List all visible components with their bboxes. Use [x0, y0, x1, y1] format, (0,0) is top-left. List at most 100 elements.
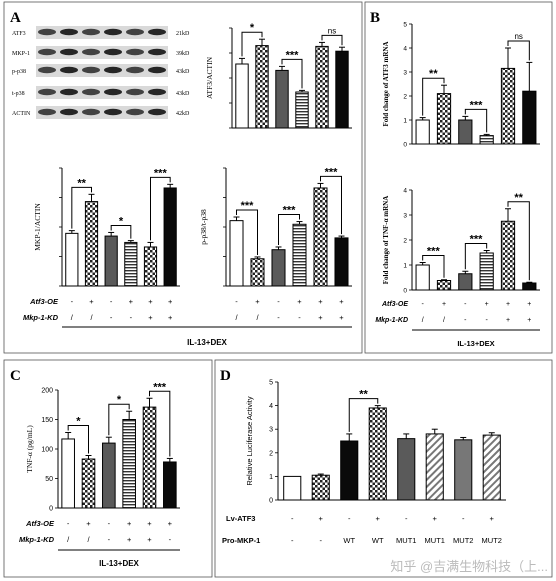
y-tick-label: 1 — [403, 263, 407, 270]
condition-row-label: Atf3-OE — [381, 301, 408, 308]
condition-mark: MUT1 — [425, 536, 445, 545]
significance-bracket — [150, 176, 171, 241]
bar — [65, 232, 79, 287]
blot-band — [126, 48, 144, 56]
blot-band — [82, 88, 100, 96]
bar — [415, 264, 430, 291]
treatment-label: IL-13+DEX — [99, 559, 139, 568]
bar — [143, 246, 158, 287]
y-tick-label: 200 — [41, 388, 53, 395]
condition-mark: + — [297, 297, 302, 306]
significance-label: * — [76, 415, 81, 427]
y-tick-label: 2 — [403, 94, 407, 101]
significance-label: * — [119, 215, 124, 227]
bar — [275, 69, 289, 129]
bar — [458, 119, 473, 145]
condition-mark: - — [277, 313, 280, 322]
significance-label: ns — [514, 32, 522, 41]
condition-mark: - — [130, 313, 133, 322]
panel-d-border — [214, 359, 553, 578]
y-tick-label: 0 — [403, 288, 407, 295]
condition-mark: - — [277, 297, 280, 306]
significance-bracket — [464, 108, 488, 133]
treatment-label: IL-13+DEX — [457, 339, 494, 348]
watermark: 知乎 @吉满生物科技（上... — [390, 559, 548, 574]
blot-label: ACTIN — [12, 111, 31, 117]
blot-band — [148, 28, 166, 36]
condition-mark: - — [110, 313, 113, 322]
significance-bracket — [71, 186, 92, 229]
y-tick-label: 100 — [41, 447, 53, 454]
condition-mark: MUT2 — [453, 536, 473, 545]
bar — [229, 220, 244, 287]
blot-label: p-p38 — [12, 69, 26, 75]
panel-b-letter: B — [370, 10, 380, 26]
significance-label: *** — [470, 99, 484, 111]
chart-luciferase: 0 1 2 3 4 5 Relative Luciferase Activity ** — [245, 380, 506, 505]
blot-band — [104, 28, 122, 36]
condition-row-label: Lv-ATF3 — [226, 514, 255, 523]
significance-bracket — [278, 214, 300, 245]
conditions-panel-d: Lv-ATF3 - + - + - + - + Pro-MKP-1 - - WT WT MUT1 MUT1 MU… — [222, 514, 502, 545]
bar — [122, 419, 136, 509]
significance-label: *** — [154, 167, 168, 179]
condition-mark: - — [464, 317, 467, 324]
condition-mark: + — [339, 313, 344, 322]
blot-band — [148, 48, 166, 56]
blot-band — [148, 108, 166, 116]
significance-bracket — [67, 424, 89, 454]
blot-band — [82, 108, 100, 116]
bar — [415, 119, 430, 145]
significance-label: ** — [77, 177, 86, 189]
bar — [255, 45, 269, 129]
blot-band — [82, 28, 100, 36]
blot-band — [148, 66, 166, 74]
blot-band — [104, 108, 122, 116]
blot-label: t-p38 — [12, 91, 25, 97]
condition-mark: + — [168, 519, 173, 528]
bar — [500, 67, 516, 145]
bar — [104, 235, 118, 287]
condition-mark: + — [89, 297, 94, 306]
blot-band — [60, 48, 78, 56]
bar — [142, 406, 157, 509]
y-tick-label: 4 — [269, 403, 273, 410]
bar — [458, 273, 473, 291]
condition-row-label: Mkp-1-KD — [19, 535, 55, 544]
condition-mark: WT — [372, 536, 384, 545]
bar — [81, 458, 96, 509]
bar — [250, 258, 265, 287]
condition-mark: - — [235, 297, 238, 306]
blot-label: MKP-1 — [12, 51, 30, 57]
blot-band — [60, 88, 78, 96]
condition-mark: + — [148, 297, 153, 306]
condition-mark: - — [464, 301, 467, 308]
conditions-panel-c: Atf3-OE - + - + + + Mkp-1-KD / / - + + - IL-13+DEX — [19, 519, 180, 568]
chart-pp38-tp38: p-p38/t-p38 *** *** *** — [199, 166, 352, 287]
blot-band — [126, 88, 144, 96]
significance-bracket — [348, 398, 379, 432]
condition-mark: + — [433, 514, 438, 523]
condition-mark: / — [235, 313, 238, 322]
y-tick-label: 0 — [49, 506, 53, 513]
bar — [454, 439, 473, 501]
chart-mkp1-actin: MKP-1/ACTIN****** — [33, 167, 180, 287]
significance-bracket — [236, 209, 258, 255]
y-tick-label: 2 — [269, 450, 273, 457]
bar — [313, 187, 328, 287]
blot-band — [104, 66, 122, 74]
condition-mark: / — [256, 313, 259, 322]
condition-mark: - — [108, 535, 111, 544]
condition-mark: + — [506, 317, 510, 324]
western-blot: ATF3 21kD MKP-1 39kD p-p38 43kD t-p38 43kD ACTIN… — [12, 26, 190, 119]
condition-mark: + — [127, 535, 132, 544]
y-tick-label: 5 — [403, 22, 407, 29]
y-axis-label: Fold change of ATF3 mRNA — [382, 41, 390, 126]
blot-band — [82, 48, 100, 56]
blot-band — [104, 88, 122, 96]
blot-band — [82, 66, 100, 74]
y-tick-label: 50 — [45, 476, 53, 483]
y-tick-label: 0 — [269, 498, 273, 505]
blot-band — [148, 88, 166, 96]
